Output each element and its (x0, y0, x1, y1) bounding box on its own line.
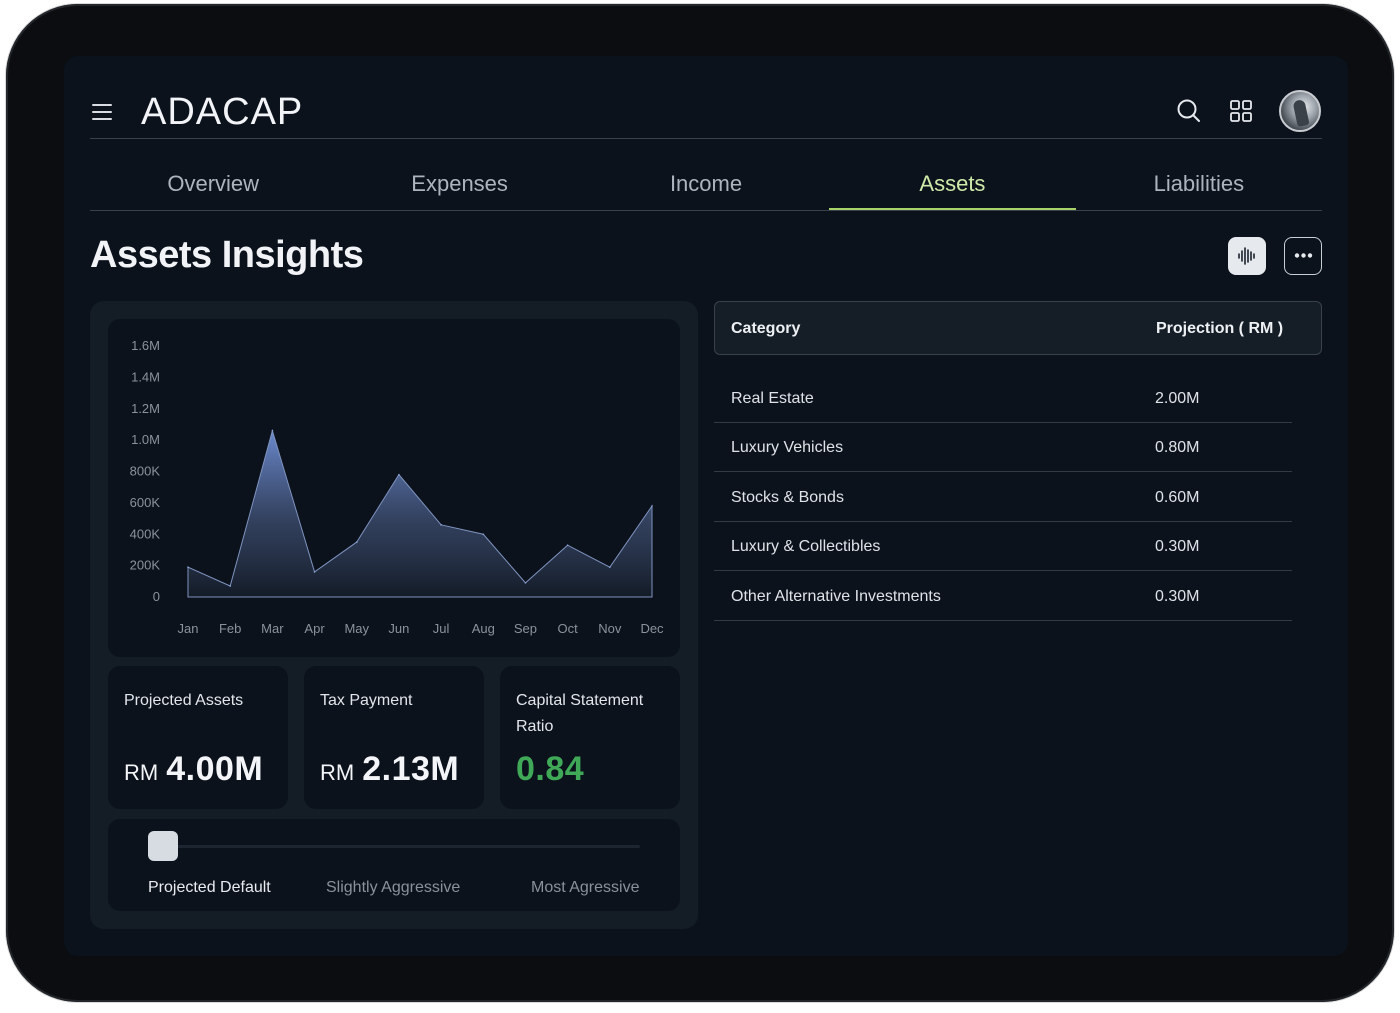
y-tick-label: 1.0M (131, 432, 160, 447)
tablet-frame: ADACAP Overview Expenses Income Assets L… (6, 4, 1394, 1002)
currency-label: RM (124, 760, 159, 785)
app-logo: ADACAP (141, 91, 303, 130)
tab-overview[interactable]: Overview (167, 171, 260, 196)
y-tick-label: 600K (130, 495, 161, 510)
tab-expenses[interactable]: Expenses (411, 171, 508, 196)
stat-label: Capital Statement Ratio (516, 692, 644, 735)
x-tick-label: May (344, 621, 369, 636)
category-cell: Luxury Vehicles (731, 439, 844, 456)
slider-option-slightly-aggressive[interactable]: Slightly Aggressive (326, 879, 461, 896)
data-point (271, 429, 274, 432)
search-icon[interactable] (1176, 98, 1202, 124)
x-tick-label: Apr (304, 621, 325, 636)
y-tick-label: 1.2M (131, 401, 160, 416)
stat-value: RM 2.13M (320, 750, 459, 789)
data-point (440, 524, 442, 526)
insights-panel: 0 200K 400K 600K 800K 1.0M 1.2M 1.4M 1.6M Jan Feb… (90, 301, 698, 929)
more-options-button[interactable] (1284, 237, 1322, 275)
column-header-projection: Projection ( RM ) (1156, 320, 1284, 337)
data-point (524, 582, 527, 584)
column-header-category: Category (731, 320, 801, 337)
svg-text:ADACAP: ADACAP (141, 91, 303, 130)
y-tick-label: 800K (130, 464, 161, 479)
y-tick-label: 200K (130, 558, 161, 573)
currency-label: RM (320, 760, 355, 785)
tabs-divider (90, 210, 1322, 211)
slider-track[interactable] (148, 845, 640, 848)
grid-apps-icon[interactable] (1228, 98, 1254, 124)
data-point (313, 571, 316, 573)
tab-income[interactable]: Income (669, 171, 743, 196)
x-tick-label: Feb (219, 621, 241, 636)
stat-label: Projected Assets (124, 692, 244, 709)
x-tick-label: Dec (640, 621, 664, 636)
table-row[interactable]: Real Estate 2.00M (714, 373, 1292, 423)
hamburger-menu-icon[interactable] (92, 104, 112, 120)
chart-area (187, 428, 653, 598)
y-tick-label: 400K (130, 526, 161, 541)
projection-cell: 0.30M (1155, 588, 1200, 605)
category-cell: Stocks & Bonds (731, 489, 844, 506)
page-title: Assets Insights (90, 234, 364, 276)
x-tick-label: Sep (514, 621, 537, 636)
stat-number: 2.13M (362, 750, 460, 788)
tab-assets[interactable]: Assets (829, 156, 1077, 210)
category-cell: Other Alternative Investments (731, 588, 941, 605)
stat-number: 4.00M (166, 750, 264, 788)
x-tick-label: Nov (598, 621, 622, 636)
user-avatar[interactable] (1279, 90, 1321, 132)
assets-area-chart: 0 200K 400K 600K 800K 1.0M 1.2M 1.4M 1.6M Jan Feb… (130, 338, 664, 636)
y-tick-label: 0 (153, 589, 160, 604)
stat-capital-ratio: Capital Statement Ratio 0.84 (500, 666, 680, 809)
projection-cell: 0.60M (1155, 489, 1200, 506)
stat-tax-payment: Tax Payment RM 2.13M (304, 666, 484, 809)
x-tick-label: Aug (472, 621, 495, 636)
data-point (609, 566, 611, 568)
stat-number: 0.84 (516, 750, 585, 788)
more-dots-icon (1294, 253, 1312, 258)
audio-bars-icon (1238, 247, 1255, 265)
tab-liabilities[interactable]: Liabilities (1153, 171, 1245, 196)
category-cell: Luxury & Collectibles (731, 538, 881, 555)
x-tick-label: Jan (178, 621, 199, 636)
stat-value: RM 4.00M (124, 750, 263, 789)
projection-cell: 2.00M (1155, 390, 1200, 407)
stat-value: 0.84 (516, 750, 584, 789)
stat-projected-assets: Projected Assets RM 4.00M (108, 666, 288, 809)
y-tick-label: 1.6M (131, 338, 160, 353)
x-tick-label: Mar (261, 621, 284, 636)
chart-view-button[interactable] (1228, 237, 1266, 275)
data-point (398, 473, 400, 476)
table-row[interactable]: Luxury & Collectibles 0.30M (714, 521, 1292, 571)
table-header: Category Projection ( RM ) (714, 301, 1322, 355)
slider-thumb[interactable] (148, 831, 178, 861)
table-row[interactable]: Stocks & Bonds 0.60M (714, 472, 1292, 522)
table-row[interactable]: Luxury Vehicles 0.80M (714, 422, 1292, 472)
assets-chart-card: 0 200K 400K 600K 800K 1.0M 1.2M 1.4M 1.6M Jan Feb… (108, 319, 680, 657)
data-point (482, 533, 485, 536)
data-point (187, 566, 189, 568)
data-point (355, 541, 358, 543)
data-point (229, 585, 231, 587)
projection-slider-card: Projected Default Slightly Aggressive Mo… (108, 819, 680, 911)
projection-cell: 0.30M (1155, 538, 1200, 555)
data-point (651, 505, 653, 507)
x-tick-label: Oct (558, 621, 579, 636)
header-divider (90, 138, 1322, 139)
slider-option-default[interactable]: Projected Default (148, 879, 271, 896)
table-row[interactable]: Other Alternative Investments 0.30M (714, 571, 1292, 621)
y-tick-label: 1.4M (131, 369, 160, 384)
category-cell: Real Estate (731, 390, 814, 407)
x-tick-label: Jun (388, 621, 409, 636)
x-tick-label: Jul (433, 621, 450, 636)
tab-bar: Overview Expenses Income Assets Liabilit… (90, 156, 1322, 210)
app-screen: ADACAP Overview Expenses Income Assets L… (64, 56, 1348, 956)
stat-label: Tax Payment (320, 692, 413, 709)
slider-option-most-aggressive[interactable]: Most Agressive (531, 879, 640, 896)
projection-cell: 0.80M (1155, 439, 1200, 456)
data-point (566, 544, 569, 547)
